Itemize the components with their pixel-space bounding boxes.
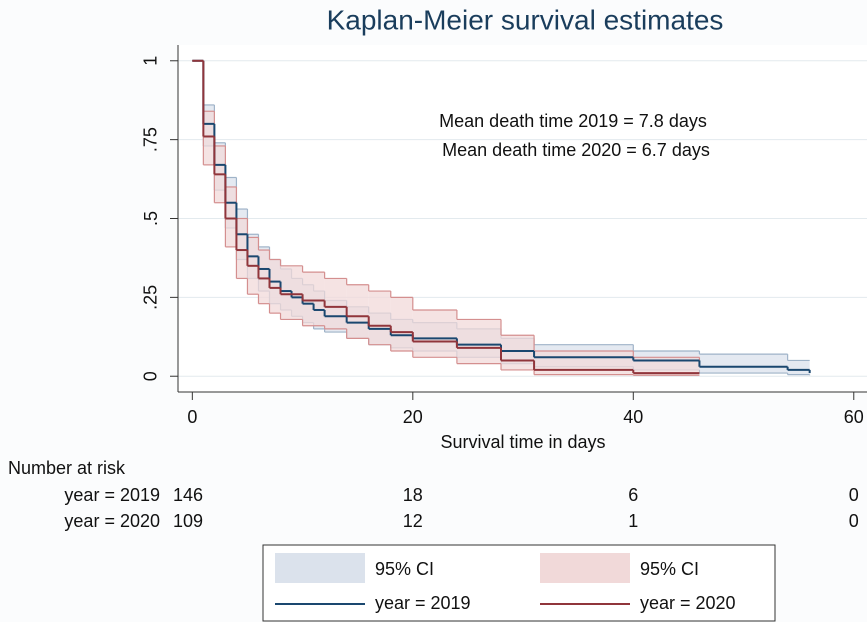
- legend-swatch: [275, 553, 365, 583]
- risk-count: 1: [628, 511, 638, 531]
- x-tick-label: 20: [403, 407, 423, 427]
- x-axis-title: Survival time in days: [440, 432, 605, 452]
- ci-band: [501, 335, 535, 370]
- ci-band: [258, 250, 270, 304]
- risk-table-title: Number at risk: [8, 458, 126, 478]
- y-tick-label: .5: [141, 211, 161, 226]
- y-tick-label: 0: [141, 371, 161, 381]
- legend-label: year = 2020: [640, 593, 736, 613]
- ci-band: [390, 297, 413, 351]
- legend-label: 95% CI: [640, 559, 699, 579]
- risk-count: 109: [173, 511, 203, 531]
- risk-count: 0: [849, 511, 859, 531]
- ci-band: [346, 284, 369, 339]
- x-tick-label: 0: [187, 407, 197, 427]
- risk-count: 0: [849, 485, 859, 505]
- y-tick-label: .75: [141, 127, 161, 152]
- risk-count: 18: [403, 485, 423, 505]
- ci-band: [787, 360, 810, 375]
- y-tick-label: 1: [141, 56, 161, 66]
- ci-band: [633, 357, 700, 376]
- risk-count: 6: [628, 485, 638, 505]
- legend-label: 95% CI: [375, 559, 434, 579]
- legend-swatch: [540, 553, 630, 583]
- x-tick-label: 40: [623, 407, 643, 427]
- ci-band: [699, 354, 788, 374]
- ci-band: [225, 186, 237, 247]
- x-tick-label: 60: [844, 407, 864, 427]
- y-tick-label: .25: [141, 285, 161, 310]
- risk-count: 12: [403, 511, 423, 531]
- ci-band: [368, 291, 391, 345]
- ci-band: [456, 319, 502, 364]
- annotation: Mean death time 2019 = 7.8 days: [439, 111, 707, 131]
- ci-band: [302, 272, 325, 326]
- ci-band: [269, 259, 281, 314]
- ci-band: [324, 278, 347, 329]
- risk-row-label: year = 2020: [64, 511, 160, 531]
- risk-count: 146: [173, 485, 203, 505]
- ci-band: [534, 350, 634, 375]
- legend-label: year = 2019: [375, 593, 471, 613]
- annotation: Mean death time 2020 = 6.7 days: [442, 140, 710, 160]
- ci-band: [203, 111, 215, 165]
- chart-title: Kaplan-Meier survival estimates: [327, 4, 724, 35]
- ci-band: [236, 218, 248, 279]
- risk-row-label: year = 2019: [64, 485, 160, 505]
- ci-band: [412, 309, 457, 358]
